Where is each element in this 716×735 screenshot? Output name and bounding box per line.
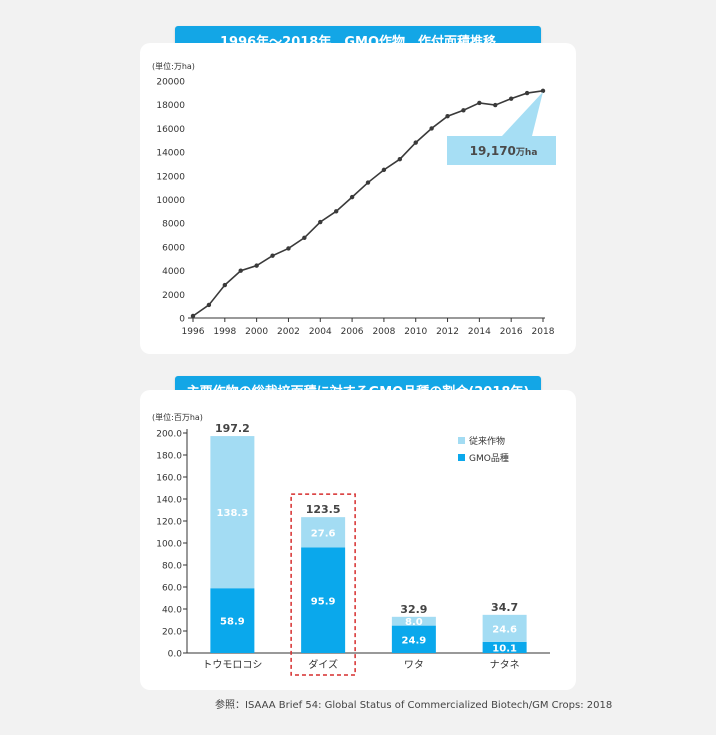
category-label: ナタネ bbox=[490, 659, 520, 671]
bar-gmo bbox=[210, 588, 255, 653]
total-value-label: 197.2 bbox=[215, 422, 250, 435]
series-line bbox=[192, 90, 544, 317]
category-label: ワタ bbox=[404, 659, 424, 671]
bar-conventional bbox=[482, 614, 527, 642]
x-tick-label: 2002 bbox=[277, 327, 300, 337]
y-tick-label: 180.0 bbox=[156, 452, 182, 462]
conventional-value-label: 8.0 bbox=[405, 617, 423, 628]
data-point bbox=[397, 157, 403, 162]
callout-pointer bbox=[502, 91, 543, 136]
y-tick-label: 0.0 bbox=[168, 650, 183, 660]
line-chart-panel: (単位:万ha) 0 2000 4000 6000 8000 10000 12000 14000… bbox=[140, 43, 576, 354]
y-tick-label: 140.0 bbox=[156, 496, 182, 506]
data-point bbox=[190, 313, 196, 319]
data-point bbox=[413, 140, 418, 145]
data-point bbox=[318, 219, 323, 225]
y-tick-label: 4000 bbox=[162, 267, 185, 277]
y-tick-label: 12000 bbox=[156, 172, 185, 182]
x-tick-label: 2014 bbox=[468, 327, 491, 337]
data-point bbox=[477, 100, 482, 106]
x-tick-label: 1998 bbox=[213, 327, 236, 337]
y-tick-label: 40.0 bbox=[162, 606, 182, 616]
legend-label-conventional: 従来作物 bbox=[469, 435, 505, 447]
y-tick-label: 16000 bbox=[156, 125, 185, 135]
data-point bbox=[365, 180, 371, 185]
total-value-label: 32.9 bbox=[400, 603, 427, 616]
data-point bbox=[508, 96, 514, 101]
line-chart: (単位:万ha) 0 2000 4000 6000 8000 10000 12000 14000… bbox=[152, 61, 556, 337]
y-tick-label: 6000 bbox=[162, 243, 185, 253]
data-point bbox=[333, 209, 339, 214]
gmo-value-label: 24.9 bbox=[402, 635, 427, 646]
callout-box bbox=[447, 136, 556, 165]
data-point bbox=[254, 263, 259, 268]
legend-label-gmo: GMO品種 bbox=[469, 453, 509, 464]
y-tick-label: 0 bbox=[179, 315, 185, 325]
bar-chart: (単位:百万ha) 0.0 20.0 40.0 60.0 80.0 100.0 120.0 14… bbox=[152, 412, 550, 676]
x-tick-label: 2016 bbox=[500, 327, 523, 337]
y-tick-label: 120.0 bbox=[156, 518, 182, 528]
data-point bbox=[286, 246, 291, 251]
data-point bbox=[461, 108, 466, 113]
callout-value: 19,170 bbox=[470, 144, 516, 158]
callout-label: 19,170万ha bbox=[470, 144, 538, 158]
conventional-value-label: 24.6 bbox=[492, 624, 517, 635]
bar-conventional bbox=[301, 517, 346, 548]
y-tick-label: 2000 bbox=[162, 291, 185, 301]
gmo-value-label: 95.9 bbox=[311, 596, 336, 607]
y-tick-label: 80.0 bbox=[162, 562, 182, 572]
x-tick-label: 2006 bbox=[341, 327, 364, 337]
y-tick-label: 160.0 bbox=[156, 474, 182, 484]
callout-unit: 万ha bbox=[515, 147, 537, 158]
x-tick-label: 2004 bbox=[309, 327, 332, 337]
bar-gmo bbox=[391, 625, 436, 653]
data-point bbox=[302, 235, 307, 240]
bar-conventional bbox=[391, 616, 436, 626]
y-unit-label: (単位:万ha) bbox=[152, 61, 195, 71]
data-point bbox=[493, 102, 498, 108]
bar-conventional bbox=[210, 436, 255, 589]
legend-swatch-gmo bbox=[458, 454, 465, 461]
y-tick-label: 8000 bbox=[162, 220, 185, 230]
gmo-value-label: 10.1 bbox=[492, 643, 517, 654]
data-point bbox=[540, 88, 546, 94]
data-point bbox=[238, 268, 243, 273]
y-tick-label: 20000 bbox=[156, 78, 185, 88]
data-point bbox=[349, 194, 355, 200]
category-label: ダイズ bbox=[308, 658, 338, 671]
y-tick-label: 10000 bbox=[156, 196, 185, 206]
y-unit-label: (単位:百万ha) bbox=[152, 412, 203, 422]
y-tick-label: 200.0 bbox=[156, 430, 182, 440]
y-tick-label: 100.0 bbox=[156, 540, 182, 550]
conventional-value-label: 138.3 bbox=[217, 508, 249, 519]
conventional-value-label: 27.6 bbox=[311, 528, 336, 539]
y-tick-label: 14000 bbox=[156, 149, 185, 159]
x-tick-label: 2010 bbox=[404, 327, 427, 337]
bar-gmo bbox=[482, 641, 527, 653]
y-tick-label: 60.0 bbox=[162, 584, 182, 594]
bar-chart-panel: (単位:百万ha) 0.0 20.0 40.0 60.0 80.0 100.0 120.0 14… bbox=[140, 390, 576, 690]
x-tick-label: 1996 bbox=[182, 327, 205, 337]
data-point bbox=[445, 113, 450, 119]
data-point bbox=[381, 167, 387, 173]
data-point bbox=[222, 282, 228, 288]
total-value-label: 123.5 bbox=[306, 503, 341, 516]
highlight-frame bbox=[290, 493, 356, 676]
data-point bbox=[524, 90, 530, 96]
x-tick-label: 2018 bbox=[532, 327, 555, 337]
x-tick-label: 2012 bbox=[436, 327, 459, 337]
legend-swatch-conventional bbox=[458, 437, 465, 444]
data-point bbox=[270, 253, 275, 258]
y-tick-label: 20.0 bbox=[162, 628, 182, 638]
category-label: トウモロコシ bbox=[202, 659, 262, 671]
gmo-value-label: 58.9 bbox=[220, 617, 245, 628]
total-value-label: 34.7 bbox=[491, 601, 518, 614]
x-tick-label: 2000 bbox=[245, 327, 268, 337]
x-tick-label: 2008 bbox=[372, 327, 395, 337]
data-point bbox=[429, 126, 434, 131]
data-point bbox=[206, 302, 212, 308]
y-tick-label: 18000 bbox=[156, 101, 185, 111]
bar-gmo bbox=[301, 547, 346, 653]
source-note: 参照：ISAAA Brief 54: Global Status of Comm… bbox=[215, 700, 613, 711]
